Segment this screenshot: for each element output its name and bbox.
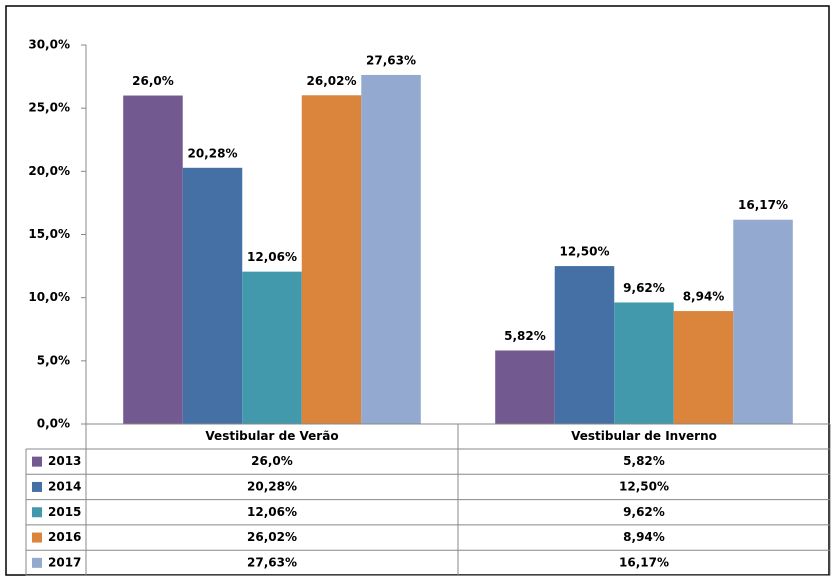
table-cell: 16,17% <box>619 555 669 569</box>
value-label: 26,0% <box>132 74 174 88</box>
legend-label: 2017 <box>48 555 81 569</box>
bar <box>495 350 555 424</box>
value-label: 12,06% <box>247 250 297 264</box>
bar <box>361 74 421 424</box>
y-tick-label: 20,0% <box>28 164 70 178</box>
legend-swatch <box>32 532 42 543</box>
value-label: 8,94% <box>683 290 725 304</box>
bar <box>182 167 243 424</box>
y-tick-label: 30,0% <box>28 38 70 52</box>
bar <box>614 302 674 424</box>
value-label: 12,50% <box>559 245 609 259</box>
legend-swatch <box>32 507 42 518</box>
value-label: 5,82% <box>504 329 546 343</box>
table-cell: 9,62% <box>623 505 665 519</box>
y-tick-label: 25,0% <box>28 101 70 115</box>
table-cell: 26,02% <box>247 530 297 544</box>
bar <box>123 95 183 425</box>
y-tick-label: 5,0% <box>37 353 70 367</box>
legend-swatch <box>32 557 42 568</box>
bar <box>554 266 615 424</box>
value-label: 9,62% <box>623 281 665 295</box>
legend-label: 2013 <box>48 454 81 468</box>
legend-swatch <box>32 456 42 467</box>
table-cell: 12,50% <box>619 479 669 493</box>
table-cell: 8,94% <box>623 530 665 544</box>
legend-label: 2016 <box>48 530 81 544</box>
value-label: 27,63% <box>366 53 416 67</box>
table-cell: 5,82% <box>623 454 665 468</box>
y-tick-label: 15,0% <box>28 227 70 241</box>
bar <box>733 219 793 424</box>
bar <box>301 95 362 424</box>
legend-label: 2014 <box>48 479 81 493</box>
x-tick-label: Vestibular de Inverno <box>571 429 717 443</box>
table-cell: 26,0% <box>251 454 293 468</box>
y-tick-label: 10,0% <box>28 290 70 304</box>
value-label: 16,17% <box>738 198 788 212</box>
table-cell: 12,06% <box>247 505 297 519</box>
legend-label: 2015 <box>48 505 81 519</box>
table-cell: 27,63% <box>247 555 297 569</box>
table-cell: 20,28% <box>247 479 297 493</box>
bar <box>242 271 302 424</box>
y-tick-label: 0,0% <box>37 417 70 431</box>
legend-swatch <box>32 481 42 492</box>
value-label: 26,02% <box>307 74 357 88</box>
value-label: 20,28% <box>187 146 237 160</box>
bar <box>673 311 734 424</box>
x-tick-label: Vestibular de Verão <box>205 429 338 443</box>
